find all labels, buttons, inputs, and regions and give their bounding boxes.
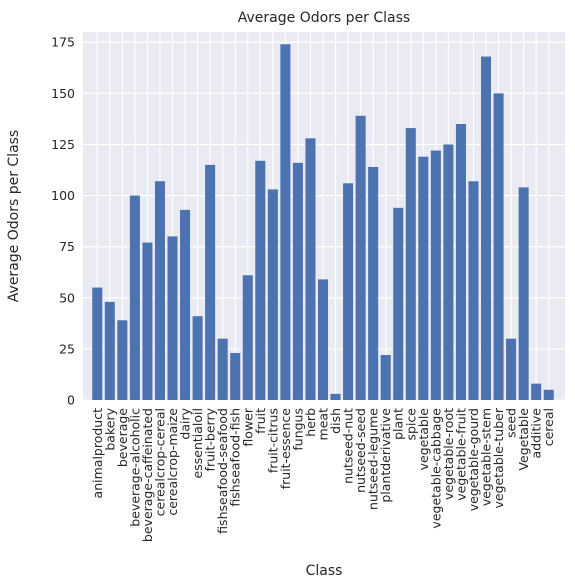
bar-fishseafood-fish (230, 352, 241, 400)
bar-essentialoil (192, 316, 203, 400)
x-tick-label: fruit-essence (278, 408, 293, 490)
x-tick-label: fruit-citrus (265, 408, 280, 473)
x-tick-label: additive (529, 408, 544, 459)
bar-seed (506, 338, 517, 400)
x-tick-label: plant (391, 408, 406, 440)
bar-vegetable-fruit (455, 124, 466, 400)
x-tick-label: fruit-berry (203, 407, 218, 471)
y-tick-label: 175 (51, 35, 75, 50)
bar-vegetable-root (443, 144, 454, 400)
y-tick-label: 25 (59, 341, 75, 356)
bar-vegetable-cabbage (430, 150, 441, 400)
bar-fishseafood-seafood (217, 338, 228, 400)
bar-nutseed-nut (343, 183, 354, 400)
bar-flower (242, 275, 253, 400)
bar-beverage-caffeinated (142, 242, 153, 400)
x-tick-label: plantderivative (378, 408, 393, 503)
y-tick-label: 125 (51, 137, 75, 152)
x-tick-label: flower (240, 407, 255, 446)
x-tick-label: vegetable-gourd (466, 408, 481, 511)
bar-vegetable (418, 156, 429, 400)
bar-dairy (180, 209, 191, 400)
bar-meat (317, 279, 329, 400)
bar-additive (531, 383, 542, 400)
chart-title: Average Odors per Class (238, 10, 410, 26)
bar-fruit-berry (205, 164, 216, 400)
x-tick-label: nutseed-nut (341, 408, 356, 484)
x-tick-label: essentialoil (190, 408, 205, 478)
bar-beverage (117, 320, 128, 400)
bar-vegetable (518, 187, 529, 400)
bar-plant (393, 207, 404, 400)
bar-fruit-essence (280, 44, 291, 401)
x-tick-label: vegetable-fruit (453, 408, 468, 501)
x-tick-label: cerealcrop-cereal (152, 408, 167, 516)
x-tick-label: beverage-alcoholic (127, 408, 142, 527)
bar-cereal (543, 389, 554, 400)
x-tick-label: dish (328, 408, 343, 434)
x-tick-label: spice (403, 408, 418, 441)
y-tick-label: 50 (59, 290, 75, 305)
y-tick-label: 100 (51, 188, 75, 203)
x-tick-label: vegetable-tuber (491, 407, 506, 508)
bar-beverage-alcoholic (129, 195, 140, 400)
x-tick-label: nutseed-legume (366, 408, 381, 510)
x-tick-label: fungus (290, 408, 305, 451)
bar-nutseed-legume (368, 166, 379, 400)
x-tick-label: dairy (178, 407, 193, 439)
bar-dish (330, 393, 341, 400)
x-tick-label: vegetable (416, 408, 431, 471)
x-tick-label: bakery (102, 407, 117, 450)
bar-cerealcrop-cereal (154, 181, 165, 400)
y-tick-label: 150 (51, 86, 75, 101)
x-tick-label: herb (303, 408, 318, 437)
bars (92, 44, 554, 401)
bar-vegetable-gourd (468, 181, 479, 400)
y-tick-label: 0 (67, 393, 75, 408)
x-tick-label: cereal (541, 408, 556, 446)
x-tick-label: vegetable-cabbage (428, 408, 443, 529)
bar-spice (405, 128, 416, 401)
bar-vegetable-stem (481, 56, 492, 401)
bar-nutseed-seed (355, 115, 366, 401)
x-tick-label: fishseafood-fish (228, 408, 243, 507)
bar-herb (305, 138, 316, 401)
x-tick-label: cerealcrop-maize (165, 408, 180, 516)
bar-plantderivative (380, 355, 391, 400)
x-tick-labels: animalproductbakerybeveragebeverage-alco… (90, 407, 556, 542)
x-axis-label: Class (306, 563, 343, 579)
bar-fungus (292, 162, 303, 400)
x-tick-label: meat (316, 408, 331, 441)
y-tick-label: 75 (59, 239, 75, 254)
x-tick-label: beverage-caffeinated (140, 408, 155, 542)
bar-bakery (104, 301, 115, 400)
x-tick-label: fishseafood-seafood (215, 408, 230, 534)
bar-animalproduct (92, 287, 103, 400)
bar-cerealcrop-maize (167, 236, 178, 400)
y-tick-labels: 0 25 50 75 100 125 150 175 (51, 35, 75, 408)
x-tick-label: nutseed-seed (353, 408, 368, 493)
bar-fruit (255, 160, 266, 400)
x-tick-label: seed (504, 408, 519, 438)
x-tick-label: Vegetable (516, 408, 531, 471)
x-tick-label: vegetable-root (441, 408, 456, 500)
bar-fruit-citrus (267, 189, 278, 400)
x-tick-label: fruit (253, 408, 268, 434)
bar-vegetable-tuber (493, 93, 504, 400)
x-tick-label: vegetable-stem (479, 408, 494, 506)
x-tick-label: animalproduct (90, 408, 105, 499)
y-axis-label: Average Odors per Class (6, 130, 22, 302)
x-tick-label: beverage (115, 408, 130, 467)
